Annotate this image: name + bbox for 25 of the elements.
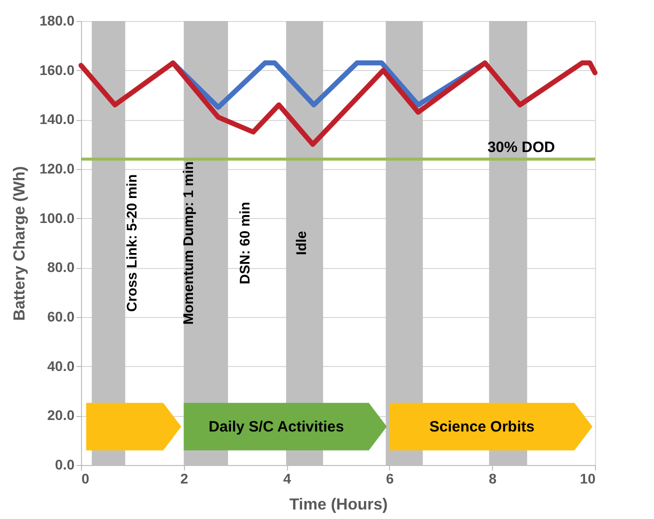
annotation: Cross Link: 5-20 min xyxy=(123,174,140,312)
annotation: Idle xyxy=(293,230,310,256)
x-tick-label: 8 xyxy=(488,470,497,486)
annotation: DSN: 60 min xyxy=(236,202,252,284)
y-tick-label: 40.0 xyxy=(47,358,75,374)
y-axis-title: Battery Charge (Wh) xyxy=(11,166,28,321)
y-tick-label: 160.0 xyxy=(39,62,75,78)
ref-line-label: 30% DOD xyxy=(487,139,556,156)
x-tick-label: 2 xyxy=(180,470,188,486)
y-tick-label: 120.0 xyxy=(39,160,75,176)
y-tick-label: 180.0 xyxy=(39,12,75,28)
band-label: Science Orbits xyxy=(429,418,534,436)
annotation: Momentum Dump: 1 min xyxy=(180,161,196,325)
y-tick-label: 60.0 xyxy=(47,308,75,324)
x-tick-label: 6 xyxy=(386,470,394,486)
x-tick-label: 0 xyxy=(82,470,90,486)
y-tick-label: 100.0 xyxy=(39,210,75,226)
band-label: Daily S/C Activities xyxy=(208,418,344,436)
x-tick-label: 4 xyxy=(283,470,292,486)
y-tick-label: 140.0 xyxy=(39,111,75,128)
y-tick-label: 80.0 xyxy=(47,259,75,276)
y-tick-label: 0.0 xyxy=(55,456,75,472)
x-axis-title: Time (Hours) xyxy=(289,496,388,514)
x-tick-label: 10 xyxy=(580,470,596,486)
y-tick-label: 20.0 xyxy=(47,407,75,424)
